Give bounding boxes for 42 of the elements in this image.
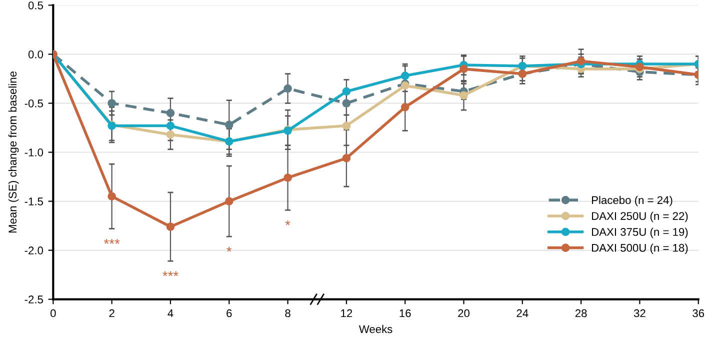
point [224, 197, 234, 206]
point [576, 56, 586, 66]
point [400, 72, 410, 80]
x-axis-title: Weeks [358, 324, 392, 334]
y-tick-label: 0.5 [28, 1, 43, 10]
x-tick-label: 16 [400, 309, 411, 318]
x-tick-label: 20 [458, 309, 470, 318]
point [284, 84, 292, 93]
point [166, 130, 175, 139]
point [166, 108, 175, 118]
y-tick-label: -1.5 [24, 198, 43, 206]
legend-label: DAXI 500U (n = 18) [592, 244, 688, 254]
annotation: * [226, 246, 232, 252]
y-tick-label: -1.0 [24, 148, 44, 156]
x-tick-label: 4 [168, 309, 174, 318]
point [108, 192, 116, 201]
legend-label: DAXI 250U (n = 22) [592, 212, 688, 222]
legend-label: DAXI 375U (n = 19) [592, 228, 688, 238]
x-tick-label: 12 [341, 309, 352, 318]
point [284, 174, 292, 182]
legend-label: Placebo (n = 24) [592, 196, 672, 206]
x-tick-label: 28 [575, 309, 587, 318]
x-tick-label: 36 [692, 309, 704, 318]
annotation: *** [104, 238, 120, 244]
y-tick-label: -2.5 [24, 296, 43, 304]
annotation: * [285, 220, 290, 226]
x-tick-label: 24 [516, 309, 528, 318]
y-tick-label: -2.0 [24, 246, 44, 254]
x-tick-label: 2 [109, 309, 114, 318]
point [166, 222, 175, 231]
y-axis-title: Mean (SE) change from baseline [8, 72, 19, 233]
point [342, 154, 351, 162]
x-tick-label: 32 [634, 309, 646, 318]
x-tick-label: 6 [226, 309, 232, 318]
x-tick-label: 0 [50, 309, 56, 318]
point [166, 122, 175, 130]
y-tick-label: -0.5 [24, 100, 43, 108]
point [342, 87, 351, 96]
x-tick-label: 8 [285, 309, 290, 318]
annotation: *** [162, 271, 178, 276]
y-tick-label: 0.0 [28, 50, 44, 58]
point [400, 102, 410, 112]
